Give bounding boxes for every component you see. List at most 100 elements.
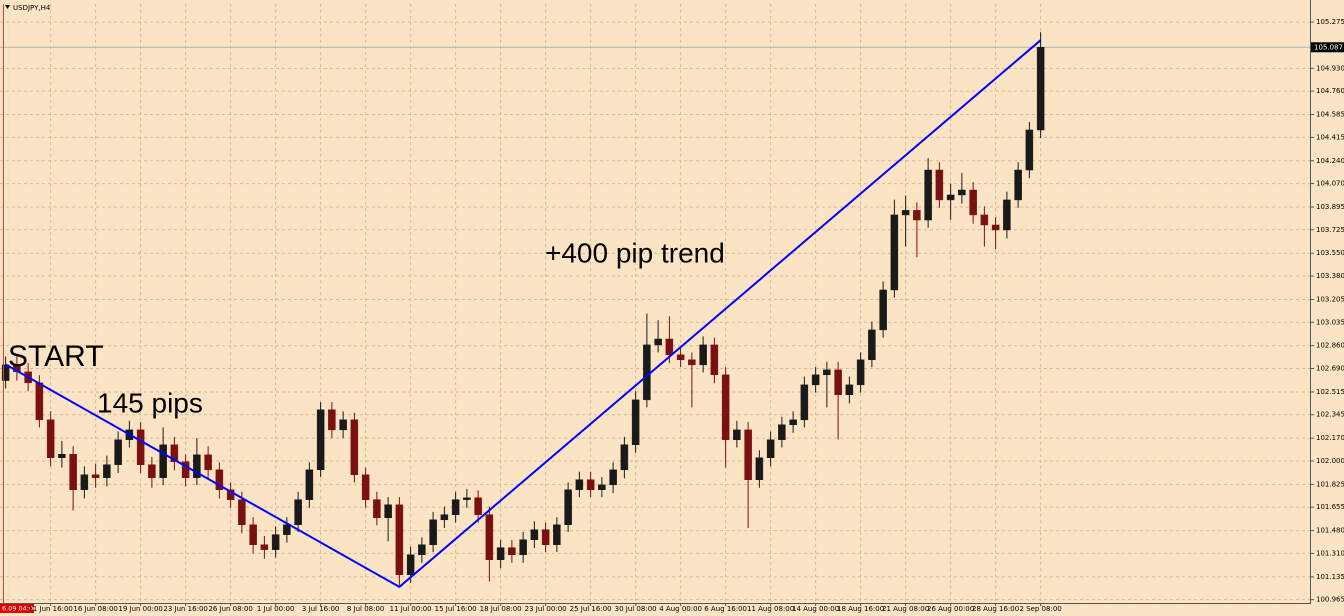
candle-body	[620, 444, 629, 471]
candle-body	[496, 547, 505, 560]
candle-body	[924, 169, 932, 221]
candle-body	[699, 344, 707, 366]
candle-body	[58, 454, 66, 458]
y-tick-label: 104.930	[1316, 64, 1344, 72]
x-tick-label: 11 Jul 00:00	[390, 605, 432, 613]
y-tick-label: 101.480	[1316, 527, 1344, 535]
x-tick-label: 25 Jul 16:00	[570, 605, 612, 613]
candle-body	[631, 399, 640, 445]
candle-body	[91, 474, 100, 478]
annotation: +400 pip trend	[545, 237, 725, 268]
candle-body	[710, 344, 719, 376]
x-tick-label: 6 Aug 16:00	[704, 605, 747, 613]
annotation: START	[8, 340, 104, 373]
candle-body	[485, 514, 494, 560]
candle-body	[913, 210, 921, 221]
x-tick-label: 18 Jul 08:00	[480, 605, 522, 613]
y-tick-label: 101.825	[1316, 480, 1344, 488]
candle-body	[136, 429, 145, 465]
candle-body	[744, 429, 752, 480]
candle-body	[305, 469, 314, 500]
candle-body	[845, 384, 854, 396]
candle-body	[508, 547, 516, 556]
candle-body	[418, 544, 426, 556]
chart-title: USDJPY,H4	[13, 4, 51, 12]
candle-body	[429, 519, 437, 545]
candle-body	[789, 419, 797, 426]
y-tick-label: 102.860	[1316, 342, 1344, 350]
candle-body	[879, 289, 887, 331]
x-tick-label: 3 Jul 16:00	[302, 605, 340, 613]
candle-body	[440, 514, 449, 521]
candle-body	[69, 454, 77, 491]
candle-body	[688, 359, 696, 366]
annotation: 145 pips	[97, 387, 203, 418]
candle-body	[226, 489, 235, 500]
candle-body	[541, 529, 550, 545]
candle-body	[901, 210, 910, 216]
y-tick-label: 100.965	[1316, 596, 1344, 604]
candle-body	[766, 439, 775, 458]
candle-body	[35, 382, 44, 421]
y-tick-label: 101.310	[1316, 549, 1344, 557]
candle-body	[946, 194, 955, 201]
x-tick-label: 26 Jun 08:00	[208, 605, 252, 613]
candle-body	[564, 489, 572, 525]
candle-body	[1025, 129, 1034, 171]
y-tick-label: 104.070	[1316, 180, 1344, 188]
x-tick-label: 11 Aug 08:00	[747, 605, 794, 613]
candle-body	[811, 374, 820, 386]
y-tick-label: 101.135	[1316, 573, 1344, 581]
candle-body	[1036, 47, 1045, 131]
candle-body	[463, 497, 471, 500]
candle-body	[856, 359, 865, 386]
candle-body	[283, 524, 291, 535]
candle-body	[46, 419, 55, 458]
y-tick-label: 104.760	[1316, 87, 1344, 95]
y-tick-label: 103.205	[1316, 295, 1344, 303]
candle-body	[598, 484, 606, 491]
candle-body	[890, 214, 899, 291]
candle-body	[215, 469, 224, 491]
candle-body	[384, 504, 392, 519]
candle-body	[103, 464, 111, 478]
candle-body	[80, 474, 89, 491]
candle-body	[958, 189, 966, 196]
x-tick-label: 4 Aug 00:00	[659, 605, 702, 613]
candle-body	[114, 439, 122, 465]
candle-body	[586, 479, 595, 491]
candle-body	[395, 504, 404, 575]
y-tick-label: 103.035	[1316, 318, 1344, 326]
candle-body	[238, 499, 246, 525]
x-tick-label: 18 Aug 16:00	[837, 605, 884, 613]
candle-body	[733, 429, 741, 441]
candle-body	[193, 454, 201, 478]
y-tick-label: 102.515	[1316, 388, 1344, 396]
candle-body	[294, 499, 302, 525]
candle-body	[868, 329, 876, 361]
y-tick-label: 101.655	[1316, 503, 1344, 511]
x-tick-label: 19 Jun 00:00	[118, 605, 162, 613]
candle-body	[665, 338, 674, 356]
candle-body	[170, 444, 179, 463]
candle-body	[654, 338, 662, 346]
candle-body	[823, 369, 831, 376]
y-tick-label: 103.380	[1316, 272, 1344, 280]
candle-body	[834, 369, 842, 396]
candle-body	[969, 189, 977, 216]
candle-body	[328, 409, 336, 431]
candle-body	[181, 461, 190, 478]
candle-body	[406, 554, 415, 575]
y-tick-label: 104.585	[1316, 111, 1344, 119]
plot	[0, 32, 1310, 589]
candle-body	[271, 534, 280, 550]
candle-body	[935, 169, 944, 201]
candle-body	[553, 524, 561, 545]
current-price-box	[1311, 42, 1344, 53]
candle-body	[575, 479, 584, 491]
cursor-time-box	[0, 604, 34, 613]
candle-body	[350, 419, 359, 476]
x-tick-label: 11 Jun 16:00	[28, 605, 72, 613]
candle-body	[980, 214, 989, 226]
